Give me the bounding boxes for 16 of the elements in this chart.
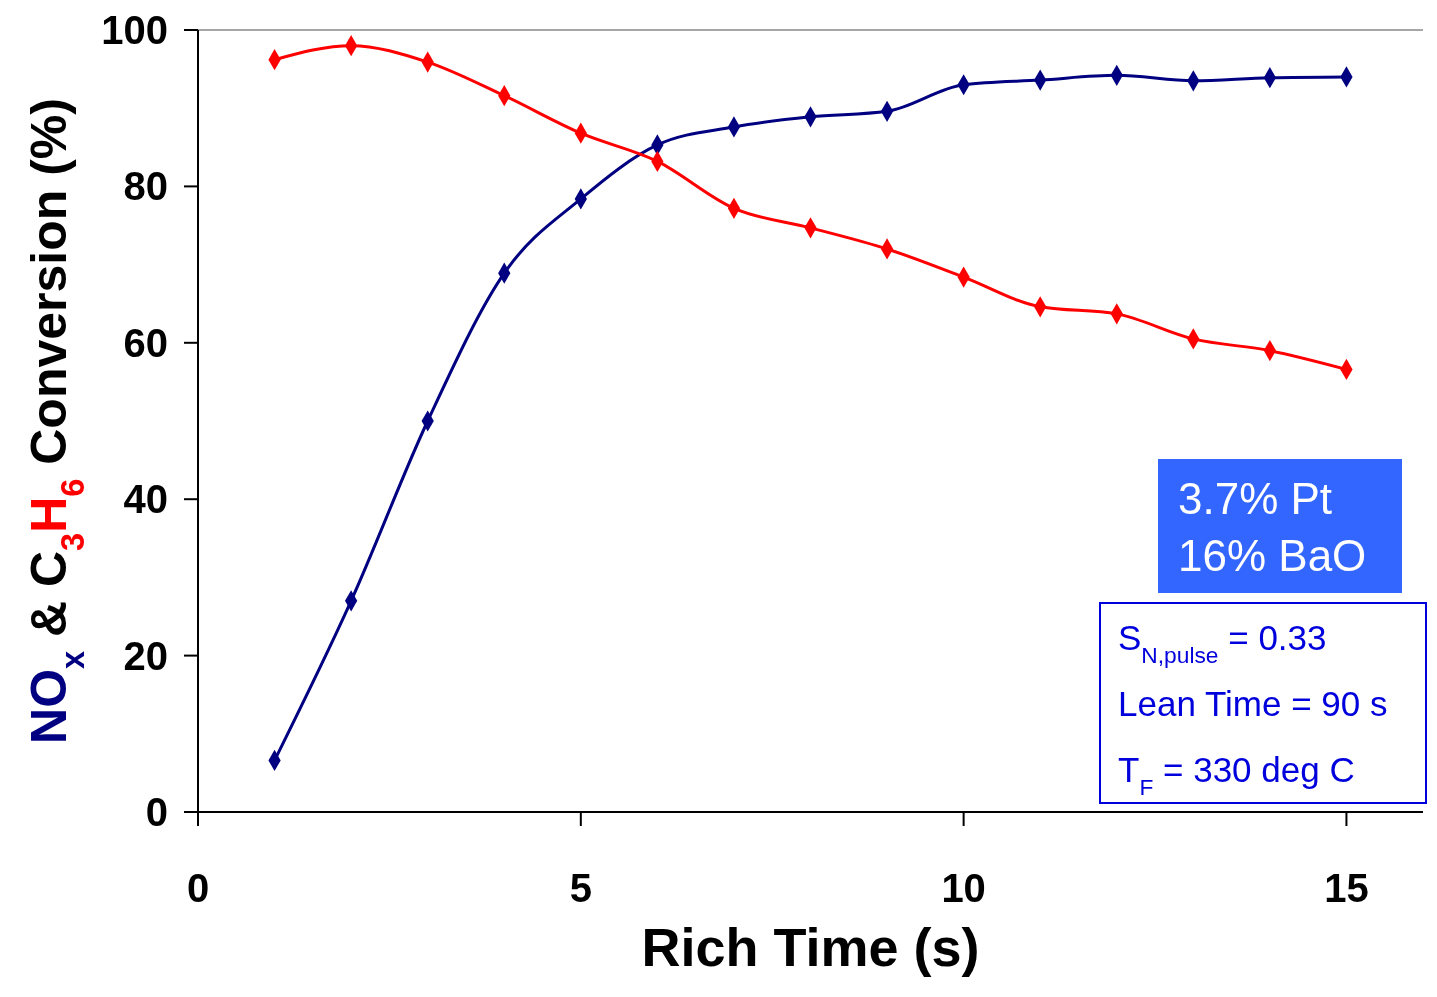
y-tick-label: 100	[101, 8, 168, 52]
y-tick-label: 40	[123, 477, 168, 522]
annotation: 3.7% Pt	[1178, 474, 1333, 523]
annotation: Lean Time = 90 s	[1118, 684, 1388, 723]
x-tick-label: 5	[569, 866, 592, 910]
x-tick-label: 0	[186, 866, 210, 910]
x-axis-title: Rich Time (s)	[641, 917, 980, 977]
annotation: T$_{F}$ = 330 deg C	[1118, 750, 1355, 800]
x-tick-label: 15	[1324, 866, 1369, 910]
y-tick-label: 0	[145, 790, 168, 834]
y-tick-label: 20	[123, 633, 168, 678]
y-tick-label: 60	[123, 320, 168, 365]
y-tick-label: 80	[123, 164, 168, 209]
annotation: 16% BaO	[1178, 531, 1367, 580]
x-tick-label: 10	[941, 866, 986, 910]
annotation: S$_{N,pulse}$ = 0.33	[1118, 618, 1327, 668]
